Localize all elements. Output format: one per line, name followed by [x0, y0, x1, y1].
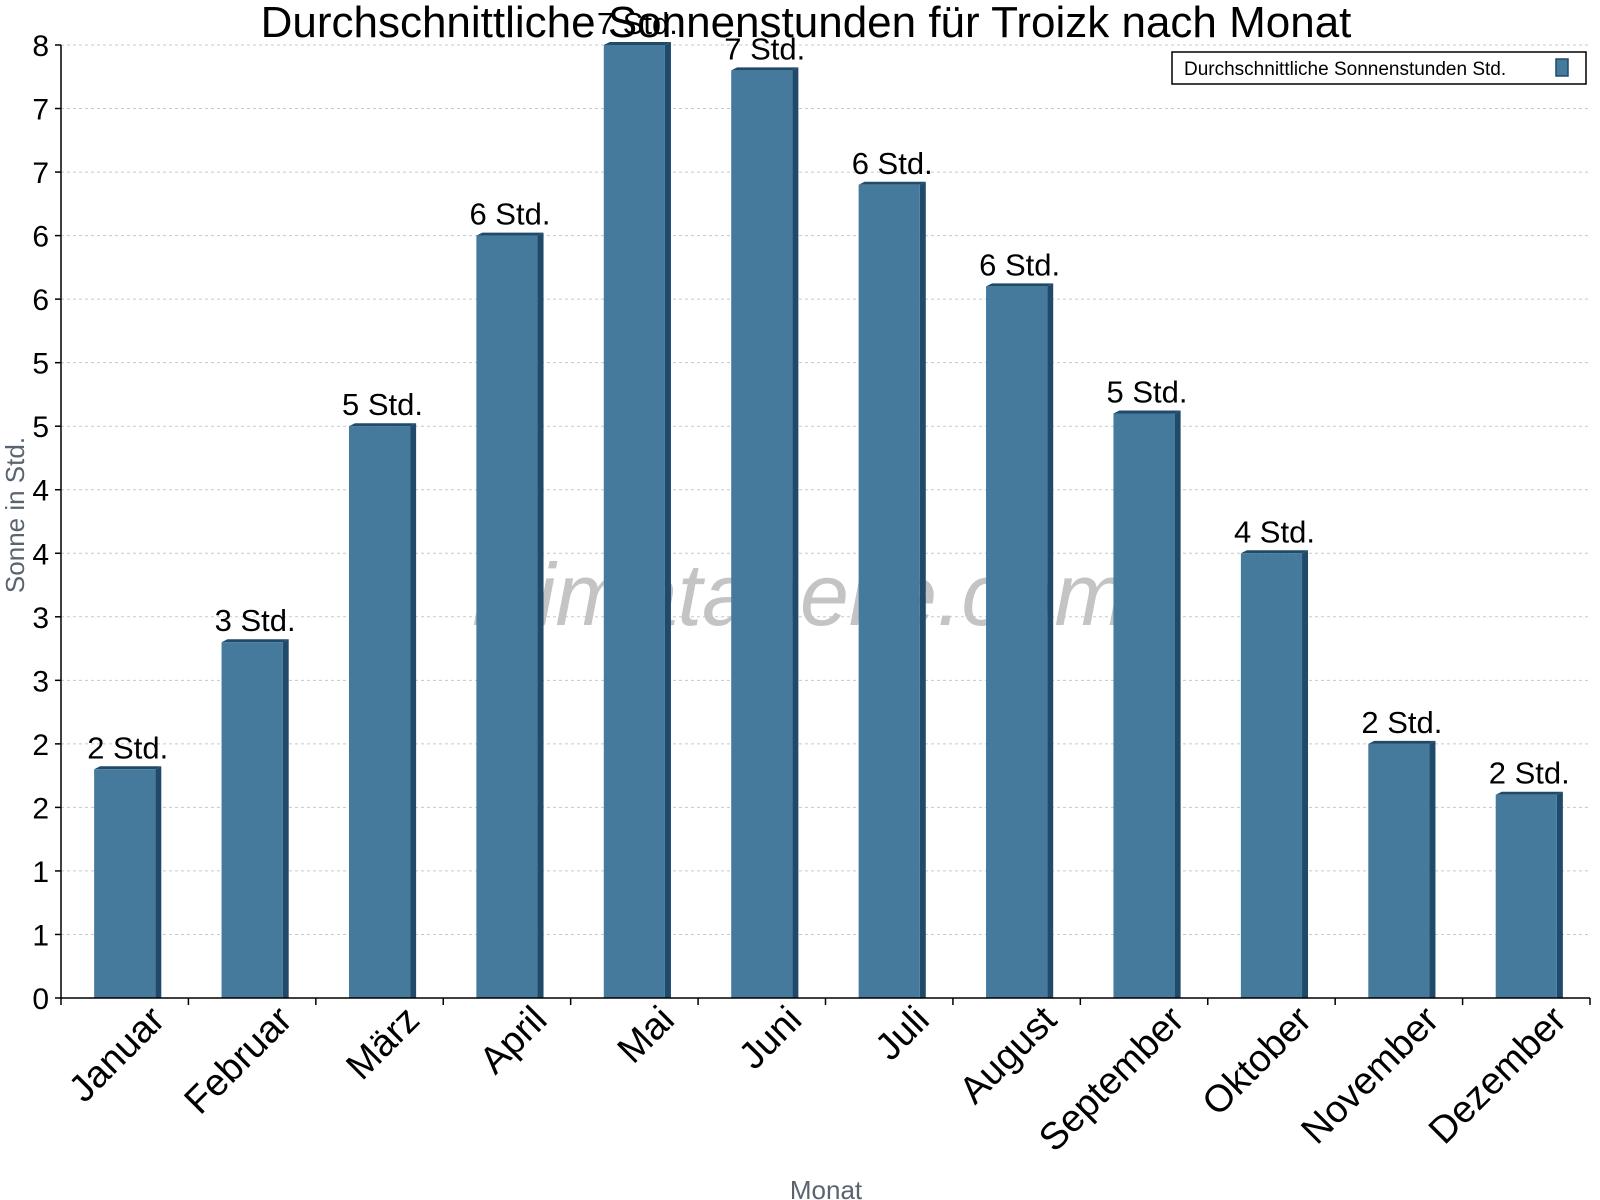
- bar-top: [476, 232, 544, 236]
- y-tick-labels: 0 1 1 2 2 3 3 4 4 5 5 6 6 7 7 8: [32, 30, 61, 1016]
- legend-label: Durchschnittliche Sonnenstunden Std.: [1184, 59, 1506, 80]
- data-label: 2 Std.: [1489, 756, 1570, 791]
- bar-side: [155, 766, 162, 998]
- y-tick-label: 2: [32, 792, 49, 825]
- legend-box: [1171, 51, 1587, 85]
- axes: [60, 45, 1591, 1005]
- data-label: 7 Std.: [724, 31, 805, 66]
- bar-top: [731, 67, 799, 71]
- bar: [476, 235, 538, 999]
- data-label: 6 Std.: [852, 146, 933, 181]
- data-label: 5 Std.: [1107, 374, 1188, 409]
- bar-side: [410, 423, 417, 998]
- y-tick-label: 4: [32, 475, 49, 508]
- y-tick-label: 1: [32, 919, 49, 952]
- bar: [603, 45, 665, 998]
- bar-top: [94, 766, 162, 770]
- data-label: 2 Std.: [1361, 705, 1442, 740]
- bar-side: [537, 232, 544, 999]
- bar-side: [1174, 410, 1181, 998]
- bar-side: [1556, 791, 1563, 998]
- x-axis-title: Monat: [790, 1175, 863, 1200]
- bar-top: [1495, 791, 1563, 795]
- y-axis-title: Sonne in Std.: [0, 437, 30, 593]
- y-tick-label: 4: [32, 538, 49, 571]
- y-tick-label: 7: [32, 94, 49, 127]
- bar-side: [664, 42, 671, 998]
- y-tick-label: 8: [32, 30, 49, 63]
- bars: [94, 42, 1563, 999]
- data-label: 3 Std.: [215, 603, 296, 638]
- y-tick-label: 6: [32, 221, 49, 254]
- bar-side: [1302, 550, 1309, 998]
- bar-top: [858, 181, 926, 185]
- bar: [221, 642, 283, 998]
- bar: [1240, 553, 1303, 998]
- bar-side: [792, 67, 799, 998]
- data-labels: 2 Std. 3 Std. 5 Std. 6 Std. 7 Std. 7 Std. 6 St…: [87, 6, 1570, 791]
- bar-top: [348, 423, 417, 427]
- gridlines: [61, 44, 1590, 935]
- data-label: 6 Std.: [979, 247, 1060, 282]
- y-tick-label: 6: [32, 284, 49, 317]
- bar: [348, 426, 411, 998]
- y-tick-label: 0: [32, 983, 49, 1016]
- legend-swatch: [1555, 58, 1569, 77]
- bar: [986, 286, 1048, 999]
- bar-side: [282, 639, 289, 998]
- bar: [1113, 413, 1175, 998]
- y-tick-label: 3: [32, 602, 49, 635]
- bar-top: [986, 283, 1054, 287]
- bar: [1368, 743, 1430, 998]
- bar: [1495, 794, 1557, 998]
- data-label: 4 Std.: [1234, 514, 1315, 549]
- data-label: 7 Std.: [597, 6, 678, 41]
- chart-title: Durchschnittliche Sonnenstunden für Troi…: [261, 0, 1352, 47]
- y-tick-label: 3: [32, 665, 49, 698]
- bar: [858, 184, 920, 999]
- bar: [94, 769, 156, 998]
- y-tick-label: 7: [32, 157, 49, 190]
- bar: [731, 70, 793, 998]
- y-tick-label: 2: [32, 729, 49, 762]
- bar-top: [1368, 740, 1436, 744]
- y-tick-label: 5: [32, 411, 49, 444]
- y-tick-label: 1: [32, 856, 49, 889]
- data-label: 5 Std.: [342, 387, 423, 422]
- y-tick-label: 5: [32, 348, 49, 381]
- bar-top: [1240, 550, 1309, 554]
- bar-side: [1429, 740, 1436, 998]
- data-label: 6 Std.: [469, 197, 550, 232]
- bar-top: [1113, 410, 1181, 414]
- data-label: 2 Std.: [87, 730, 168, 765]
- bar-top: [603, 42, 671, 45]
- bar-top: [221, 639, 289, 643]
- bar-side: [919, 181, 926, 999]
- legend: Durchschnittliche Sonnenstunden Std.: [1171, 51, 1587, 85]
- bar-side: [1047, 283, 1054, 999]
